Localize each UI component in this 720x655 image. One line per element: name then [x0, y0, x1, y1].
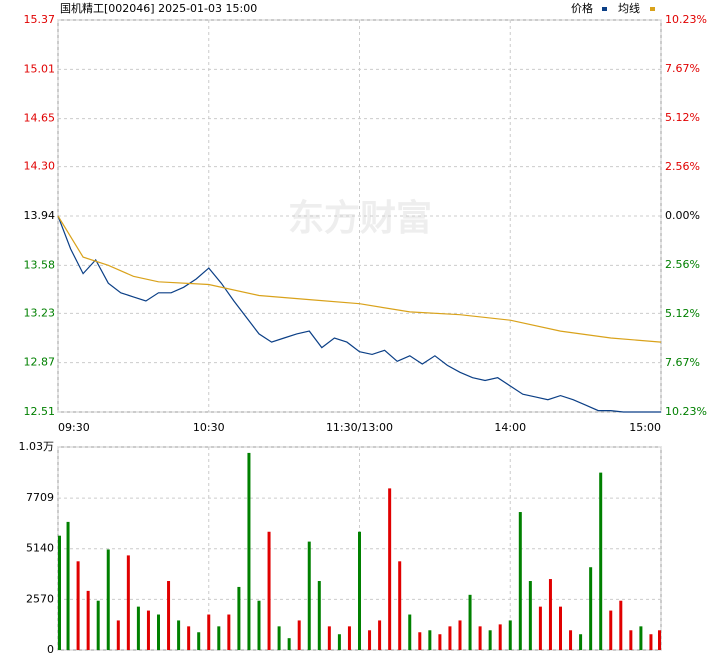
y2-tick-label: 7.67%: [665, 356, 700, 369]
volume-bar: [438, 634, 442, 650]
legend-swatch: [602, 7, 607, 11]
volume-bar: [649, 634, 653, 650]
volume-bar: [579, 634, 583, 650]
volume-bar: [167, 581, 171, 650]
volume-bar: [146, 610, 150, 650]
x-tick-label: 15:00: [629, 421, 661, 434]
volume-bar: [658, 630, 661, 650]
y-tick-label: 15.37: [24, 13, 56, 26]
volume-bar: [66, 521, 70, 650]
volume-bar: [337, 634, 341, 650]
y-tick-label: 14.65: [24, 112, 56, 125]
volume-bar: [538, 606, 542, 650]
legend-swatch: [650, 7, 655, 11]
y2-tick-label: 5.12%: [665, 111, 700, 124]
volume-bar: [569, 630, 573, 650]
volume-bar: [317, 581, 321, 650]
x-tick-label: 11:30/13:00: [326, 421, 393, 434]
volume-bar: [418, 632, 422, 650]
volume-bar: [518, 512, 522, 650]
volume-bar: [197, 632, 201, 650]
price-line: [57, 215, 661, 413]
y2-tick-label: 7.67%: [665, 62, 700, 75]
volume-bar: [136, 606, 140, 650]
volume-bar: [187, 626, 191, 650]
volume-bar: [408, 614, 412, 650]
volume-bar: [468, 594, 472, 650]
y2-tick-label: 0.00%: [665, 209, 700, 222]
volume-bar: [639, 626, 643, 650]
volume-bar: [358, 531, 361, 650]
volume-bar: [478, 626, 482, 650]
volume-bar: [448, 626, 452, 650]
volume-bar: [86, 590, 90, 650]
volume-bar: [177, 620, 181, 650]
x-tick-label: 10:30: [193, 421, 225, 434]
volume-bar: [589, 567, 593, 650]
volume-bar: [267, 531, 271, 650]
y-tick-label: 12.87: [24, 356, 56, 369]
price-line: [57, 215, 662, 343]
legend-label: 价格: [571, 1, 593, 15]
y-tick-label: 13.94: [24, 209, 56, 222]
volume-bar: [599, 472, 603, 650]
y-tick-label: 12.51: [24, 405, 56, 418]
y-tick-label: 2570: [26, 592, 54, 605]
volume-bar: [609, 610, 613, 650]
volume-bar: [498, 624, 502, 650]
y-tick-label: 14.30: [24, 160, 56, 173]
y2-tick-label: 2.56%: [665, 160, 700, 173]
y-tick-label: 15.01: [24, 62, 56, 75]
volume-bar: [307, 541, 311, 650]
volume-bar: [237, 586, 241, 650]
volume-bar: [297, 620, 301, 650]
y2-tick-label: 2.56%: [665, 258, 700, 271]
volume-bar: [116, 620, 120, 650]
y-tick-label: 13.23: [24, 306, 56, 319]
volume-bar: [58, 535, 61, 650]
volume-bar: [327, 626, 331, 650]
volume-bar: [106, 549, 110, 650]
volume-bar: [287, 638, 291, 650]
volume-bar: [277, 626, 281, 650]
volume-bar: [488, 630, 492, 650]
volume-bar: [126, 555, 130, 650]
y-tick-label: 7709: [26, 491, 54, 504]
volume-bar: [247, 452, 251, 650]
volume-bar: [619, 600, 623, 650]
volume-bar: [207, 614, 211, 650]
y-tick-label: 5140: [26, 542, 54, 555]
volume-bar: [378, 620, 382, 650]
volume-bar: [428, 630, 432, 650]
x-tick-label: 09:30: [58, 421, 90, 434]
volume-bar: [227, 614, 231, 650]
volume-bar: [347, 626, 351, 650]
y-tick-label: 0: [47, 643, 54, 655]
volume-bar: [368, 630, 372, 650]
volume-bar: [548, 579, 552, 650]
y2-tick-label: 5.12%: [665, 307, 700, 320]
y-tick-label: 1.03万: [19, 440, 55, 453]
volume-bar: [559, 606, 562, 650]
volume-bar: [528, 581, 532, 650]
volume-bar: [388, 488, 392, 650]
y2-tick-label: 10.23%: [665, 13, 707, 26]
volume-bar: [96, 600, 100, 650]
volume-bar: [508, 620, 512, 650]
y2-tick-label: 10.23%: [665, 405, 707, 418]
x-tick-label: 14:00: [494, 421, 526, 434]
legend-label: 均线: [618, 1, 640, 15]
volume-bar: [217, 626, 221, 650]
volume-bar: [76, 561, 80, 650]
volume-bar: [629, 630, 633, 650]
chart-title: 国机精工[002046] 2025-01-03 15:00: [60, 1, 257, 15]
volume-bar: [257, 600, 261, 650]
volume-bar: [157, 614, 160, 650]
y-tick-label: 13.58: [24, 258, 56, 271]
volume-bar: [458, 620, 462, 650]
volume-bar: [398, 561, 402, 650]
